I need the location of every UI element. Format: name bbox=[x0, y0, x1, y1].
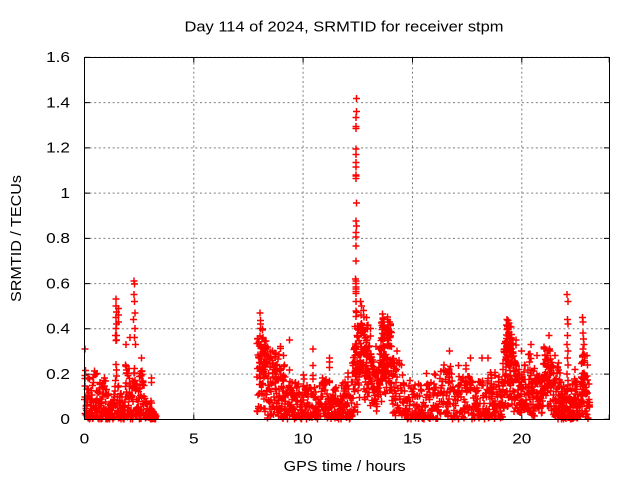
svg-text:15: 15 bbox=[403, 430, 422, 447]
svg-text:0.2: 0.2 bbox=[46, 366, 70, 383]
svg-text:10: 10 bbox=[294, 430, 313, 447]
svg-text:GPS time / hours: GPS time / hours bbox=[284, 458, 406, 475]
svg-text:5: 5 bbox=[189, 430, 199, 447]
svg-text:0.4: 0.4 bbox=[46, 321, 70, 338]
svg-text:1.4: 1.4 bbox=[46, 94, 70, 111]
svg-text:20: 20 bbox=[512, 430, 531, 447]
svg-text:1.6: 1.6 bbox=[46, 49, 70, 66]
svg-text:1.2: 1.2 bbox=[46, 140, 70, 157]
svg-text:0.6: 0.6 bbox=[46, 275, 70, 292]
svg-text:Day 114 of 2024, SRMTID for re: Day 114 of 2024, SRMTID for receiver stp… bbox=[185, 18, 504, 35]
svg-text:0.8: 0.8 bbox=[46, 230, 70, 247]
svg-text:SRMTID / TECUs: SRMTID / TECUs bbox=[8, 175, 25, 302]
svg-text:0: 0 bbox=[60, 411, 70, 428]
svg-text:1: 1 bbox=[60, 185, 70, 202]
svg-text:0: 0 bbox=[80, 430, 90, 447]
